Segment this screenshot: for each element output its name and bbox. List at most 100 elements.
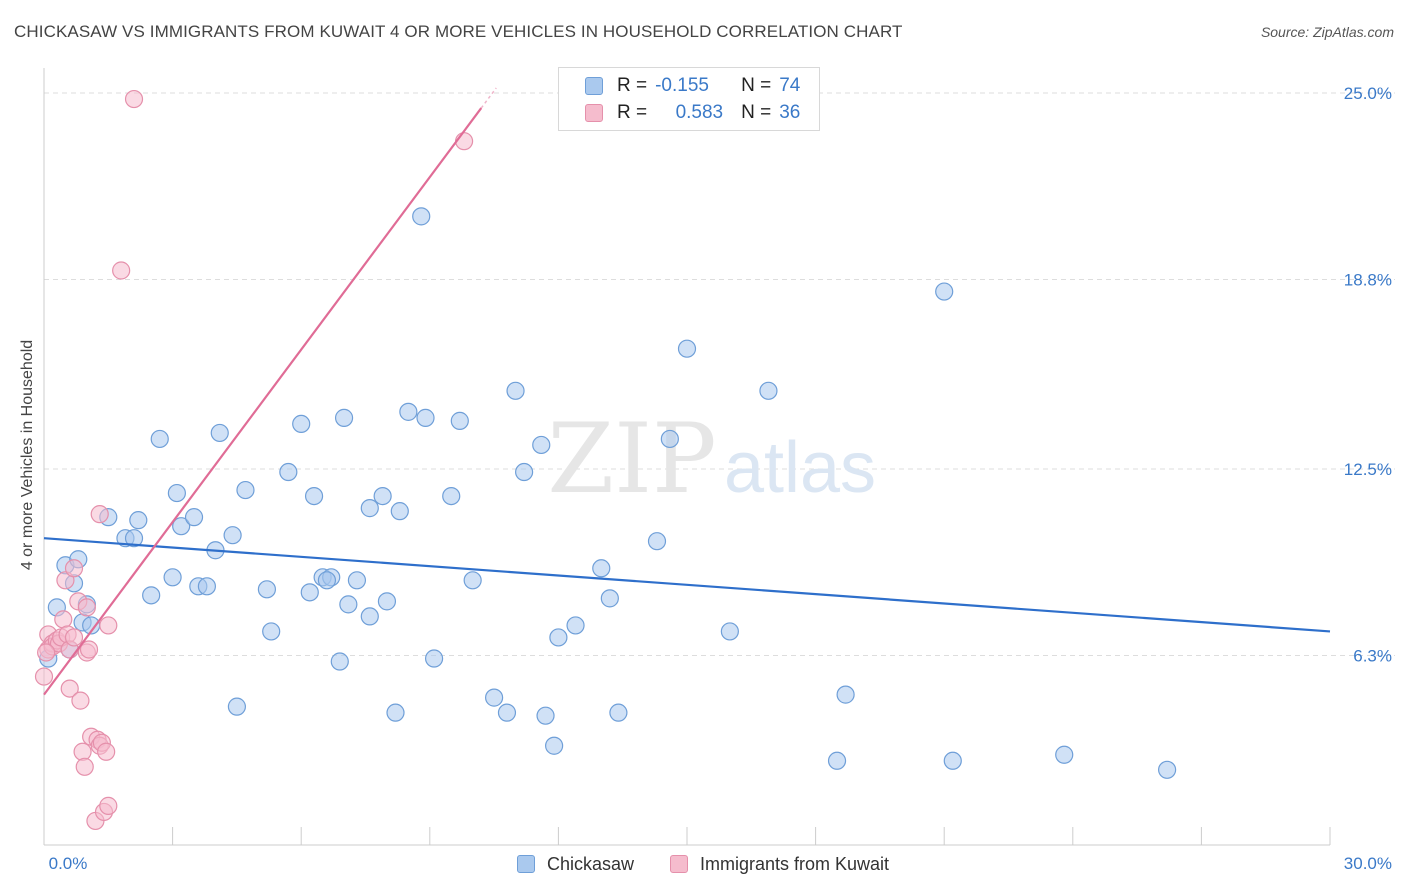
chickasaw-point	[424, 649, 444, 668]
chickasaw-point	[660, 429, 679, 449]
legend-row-kuwait: R = 0.583 N = 36	[585, 100, 800, 126]
points-layer	[34, 89, 1177, 831]
chickasaw-point	[167, 483, 186, 503]
series-name-kuwait: Immigrants from Kuwait	[699, 853, 890, 874]
chickasaw-point	[257, 580, 277, 599]
y-tick-label: 18.8%	[1344, 271, 1392, 290]
chickasaw-point	[304, 486, 324, 506]
chickasaw-point	[150, 429, 169, 449]
chickasaw-point	[360, 499, 379, 518]
chickasaw-point	[592, 559, 611, 578]
series-swatch-chickasaw	[516, 855, 535, 873]
kuwait-point	[71, 691, 90, 710]
chickasaw-point	[172, 517, 191, 536]
chickasaw-point	[279, 462, 298, 482]
chickasaw-point	[545, 736, 564, 755]
chickasaw-point	[124, 529, 144, 548]
chickasaw-point	[163, 568, 182, 587]
series-legend-item-chickasaw: Chickasaw	[516, 853, 634, 875]
chickasaw-point	[142, 586, 161, 605]
chickasaw-point	[227, 697, 246, 716]
chickasaw-point	[720, 622, 739, 641]
kuwait-point	[454, 132, 474, 151]
chickasaw-point	[317, 571, 337, 590]
series-legend: Chickasaw Immigrants from Kuwait	[0, 852, 1406, 876]
source-credit: Source: ZipAtlas.com	[1260, 24, 1394, 40]
correlation-legend: R = -0.155 N = 74 R = 0.583 N = 36	[558, 67, 820, 131]
chickasaw-point	[566, 616, 585, 635]
chickasaw-point	[506, 381, 525, 400]
chickasaw-point	[827, 751, 847, 770]
kuwait-point	[97, 742, 116, 761]
chickasaw-point	[1158, 760, 1177, 779]
x-tick-label: 0.0%	[49, 854, 88, 873]
kuwait-point	[73, 742, 92, 761]
series-swatch-kuwait	[669, 855, 688, 873]
chickasaw-point	[600, 589, 619, 608]
chickasaw-point	[262, 622, 281, 641]
chickasaw-point	[377, 592, 397, 611]
kuwait-point	[77, 598, 96, 617]
legend-swatch-kuwait	[585, 104, 603, 122]
kuwait-point	[54, 610, 73, 629]
watermark-zip: ZIP	[547, 403, 716, 515]
chickasaw-point	[463, 571, 482, 590]
chickasaw-point	[677, 339, 697, 358]
legend-swatch-chickasaw	[585, 77, 603, 95]
chickasaw-point	[759, 381, 778, 400]
chickasaw-point	[360, 607, 379, 626]
chickasaw-point	[935, 282, 954, 301]
chickasaw-point	[399, 402, 418, 421]
chickasaw-point	[129, 511, 148, 530]
chickasaw-point	[197, 577, 216, 596]
chickasaw-point	[442, 486, 461, 506]
chickasaw-point	[416, 408, 435, 427]
chickasaw-point	[292, 414, 311, 434]
chickasaw-point	[347, 571, 367, 590]
kuwait-point	[37, 643, 56, 662]
y-tick-label: 12.5%	[1344, 460, 1392, 479]
y-tick-label: 6.3%	[1353, 647, 1392, 666]
chickasaw-point	[339, 595, 358, 614]
legend-r-value: -0.155	[655, 75, 709, 96]
axis-layer	[43, 68, 1331, 846]
kuwait-point	[90, 505, 109, 524]
kuwait-point	[79, 640, 99, 659]
kuwait-point	[64, 628, 84, 647]
chickasaw-trendline	[43, 537, 1331, 633]
chickasaw-point	[549, 628, 568, 647]
kuwait-point	[99, 616, 118, 635]
legend-r-label: R =	[617, 102, 648, 123]
kuwait-point	[124, 89, 144, 109]
chickasaw-point	[390, 502, 409, 521]
chickasaw-point	[836, 685, 855, 704]
kuwait-trendline-extension	[480, 87, 497, 109]
chickasaw-point	[1055, 745, 1074, 764]
x-tick-label: 30.0%	[1344, 854, 1392, 873]
legend-n-label: N =	[741, 102, 772, 123]
chickasaw-point	[236, 480, 255, 500]
legend-n-label: N =	[741, 75, 772, 96]
legend-r-value: 0.583	[675, 102, 724, 123]
tick-label-layer: 6.3% 12.5% 18.8% 25.0% 0.0% 30.0%	[49, 84, 1392, 873]
chickasaw-point	[647, 532, 667, 551]
legend-r-label: R =	[617, 75, 648, 96]
series-name-chickasaw: Chickasaw	[546, 853, 634, 874]
legend-n-value: 36	[779, 102, 801, 123]
kuwait-point	[34, 667, 54, 686]
kuwait-point	[112, 261, 131, 280]
legend-n-value: 74	[779, 75, 801, 96]
chickasaw-point	[515, 462, 534, 482]
series-legend-item-kuwait: Immigrants from Kuwait	[669, 853, 890, 875]
kuwait-point	[60, 679, 79, 698]
chickasaw-point	[334, 408, 354, 427]
trend-layer	[43, 87, 1331, 696]
chickasaw-point	[450, 411, 469, 430]
kuwait-point	[64, 559, 84, 578]
y-tick-label: 25.0%	[1344, 84, 1392, 103]
chickasaw-point	[412, 207, 431, 226]
kuwait-point	[99, 796, 118, 815]
chickasaw-point	[485, 688, 504, 707]
chickasaw-point	[184, 508, 204, 527]
chickasaw-point	[609, 703, 628, 722]
